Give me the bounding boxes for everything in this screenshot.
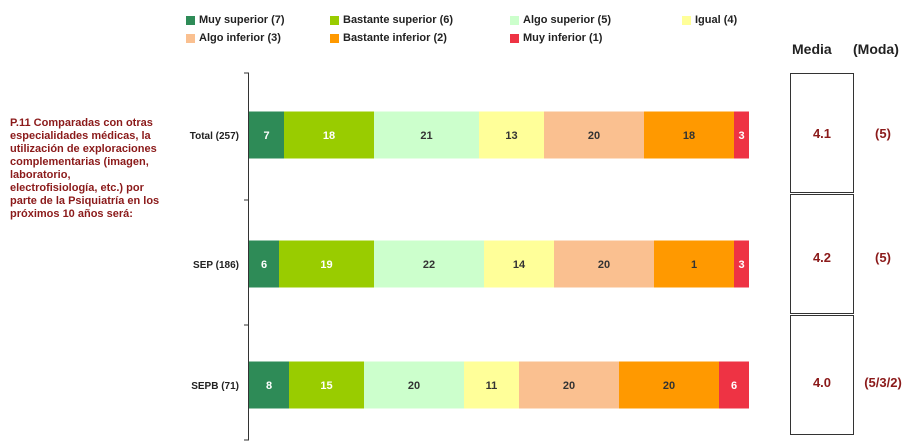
mean-value-sep: 4.2 xyxy=(812,250,832,265)
data-label: 14 xyxy=(513,259,526,271)
bar-segment xyxy=(554,240,654,288)
stats-box-sep xyxy=(790,194,854,314)
bar-segment xyxy=(249,111,284,159)
bar-segment xyxy=(644,111,734,159)
data-label: 22 xyxy=(423,259,435,271)
category-label: Total (257) xyxy=(190,131,239,142)
legend-swatch xyxy=(682,15,691,25)
bar-segment xyxy=(479,111,544,159)
bar-segment xyxy=(619,361,719,409)
mean-value-total: 4.1 xyxy=(812,126,832,141)
stats-box-total xyxy=(790,73,854,193)
bar-segment xyxy=(279,240,374,288)
data-label: 3 xyxy=(738,259,744,271)
legend-label: Algo superior (5) xyxy=(523,14,612,26)
data-label: 13 xyxy=(505,130,517,142)
legend-swatch xyxy=(330,15,339,25)
bar-segment xyxy=(519,361,619,409)
bar-segment xyxy=(484,240,554,288)
bar-segment xyxy=(464,361,519,409)
legend-swatch xyxy=(330,33,339,43)
legend-label: Bastante inferior (2) xyxy=(343,32,447,44)
bar-segment xyxy=(734,240,749,288)
bar-segment xyxy=(544,111,644,159)
data-label: 15 xyxy=(320,380,332,392)
data-label: 1 xyxy=(691,259,697,271)
mode-header: (Moda) xyxy=(853,41,899,57)
legend-item: Igual (4) xyxy=(682,14,737,26)
legend-label: Igual (4) xyxy=(695,14,738,26)
stats-box-sepb xyxy=(790,315,854,435)
legend-label: Bastante superior (6) xyxy=(343,14,454,26)
data-label: 6 xyxy=(731,380,737,392)
mean-value-sepb: 4.0 xyxy=(812,375,832,390)
data-label: 20 xyxy=(563,380,575,392)
data-label: 20 xyxy=(408,380,420,392)
question-text: P.11 Comparadas con otras especialidades… xyxy=(10,117,160,220)
category-label: SEP (186) xyxy=(193,260,239,271)
bar-segment xyxy=(249,240,279,288)
category-label: SEPB (71) xyxy=(191,381,239,392)
bar-segment xyxy=(374,240,484,288)
mode-value-sep: (5) xyxy=(875,250,891,265)
legend-item: Muy inferior (1) xyxy=(510,32,602,44)
data-label: 6 xyxy=(261,259,267,271)
bar-segment xyxy=(734,111,749,159)
legend-item: Bastante inferior (2) xyxy=(330,32,447,44)
bar-segment xyxy=(364,361,464,409)
bar-segment xyxy=(654,240,734,288)
legend-label: Muy inferior (1) xyxy=(523,32,603,44)
legend-item: Bastante superior (6) xyxy=(330,14,453,26)
legend-label: Algo inferior (3) xyxy=(199,32,281,44)
data-label: 20 xyxy=(598,259,610,271)
legend-swatch xyxy=(186,33,195,43)
data-label: 21 xyxy=(420,130,432,142)
legend-swatch xyxy=(510,15,519,25)
data-label: 19 xyxy=(320,259,332,271)
legend-label: Muy superior (7) xyxy=(199,14,285,26)
legend-item: Algo superior (5) xyxy=(510,14,611,26)
data-label: 20 xyxy=(663,380,675,392)
legend-swatch xyxy=(510,33,519,43)
mean-header: Media xyxy=(792,41,832,57)
data-label: 8 xyxy=(266,380,272,392)
bar-segment xyxy=(374,111,479,159)
data-label: 18 xyxy=(683,130,695,142)
bar-segment xyxy=(289,361,364,409)
data-label: 20 xyxy=(588,130,600,142)
bar-segment xyxy=(284,111,374,159)
legend-item: Algo inferior (3) xyxy=(186,32,281,44)
data-label: 7 xyxy=(263,130,269,142)
data-label: 18 xyxy=(323,130,335,142)
data-label: 3 xyxy=(738,130,744,142)
legend-item: Muy superior (7) xyxy=(186,14,285,26)
legend-swatch xyxy=(186,15,195,25)
mode-value-sepb: (5/3/2) xyxy=(864,375,902,390)
data-label: 11 xyxy=(486,380,498,392)
bar-segment xyxy=(249,361,289,409)
bar-segment xyxy=(719,361,749,409)
mode-value-total: (5) xyxy=(875,126,891,141)
